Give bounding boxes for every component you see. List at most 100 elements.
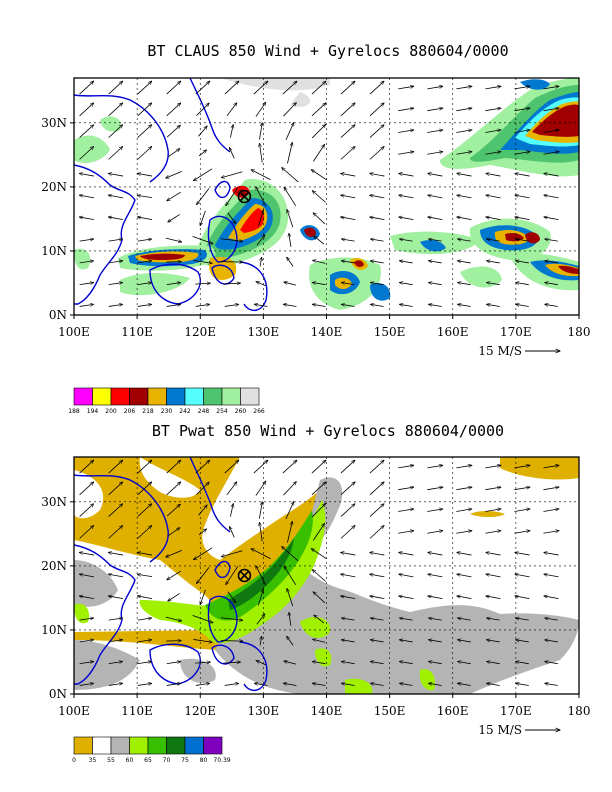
wind-vector <box>287 257 294 267</box>
colorbar-swatch <box>184 736 204 755</box>
wind-vector <box>427 509 443 512</box>
wind-vector <box>282 546 299 562</box>
wind-vector <box>167 528 180 537</box>
wind-vector <box>340 81 355 95</box>
storm-center-cross <box>239 191 250 202</box>
wind-vector <box>200 589 206 605</box>
wind-vector <box>485 487 501 491</box>
colorbar-swatch <box>110 387 130 406</box>
wind-vector <box>79 574 95 578</box>
wind-vector <box>485 465 501 469</box>
x-tick-label: 180 <box>568 325 591 339</box>
wind-vector <box>220 238 243 242</box>
wind-vector <box>341 662 355 665</box>
wind-vector <box>543 108 559 112</box>
y-ticks-1: 0N 10N 20N 30N <box>41 116 74 322</box>
wind-vector <box>137 283 152 286</box>
colorbar-label: 194 <box>87 408 99 415</box>
wind-vector <box>314 615 325 624</box>
x-tick-label: 150E <box>374 704 406 718</box>
wind-vector <box>224 683 239 686</box>
colorbar-label: 70.39 <box>213 757 230 764</box>
wind-vector <box>229 125 233 138</box>
wind-vector <box>486 173 501 177</box>
storm-center-marker <box>237 568 252 583</box>
wind-vector <box>223 662 240 663</box>
wind-vector <box>198 150 207 157</box>
colorbar-swatch <box>129 387 149 406</box>
wind-vector <box>487 662 500 665</box>
wind-vector <box>221 550 243 557</box>
wind-vector <box>514 130 530 133</box>
x-tick-label: 100E <box>58 704 90 718</box>
x-tick-label: 130E <box>248 704 280 718</box>
wind-vector <box>287 636 294 646</box>
colorbar-swatch <box>147 387 167 406</box>
wind-vector <box>287 588 294 607</box>
wind-vector <box>311 482 326 496</box>
wind-vector <box>137 81 152 95</box>
wind-vector <box>340 482 355 496</box>
wind-vector <box>428 552 443 556</box>
colorbar-1: 188 194 200 206 218 230 242 248 254 260 266 <box>68 387 265 415</box>
wind-vector <box>79 552 95 556</box>
wind-vector <box>285 502 294 519</box>
wind-vector <box>427 531 443 534</box>
wind-vector <box>197 188 210 204</box>
wind-vector <box>283 304 297 307</box>
wind-vector <box>543 152 559 155</box>
wind-vector <box>429 640 442 643</box>
wind-vector <box>229 527 235 538</box>
wind-vector <box>167 570 181 580</box>
wind-vector <box>166 125 180 138</box>
wind-vector <box>198 505 207 516</box>
wind-vector <box>516 261 529 264</box>
wind-vector <box>458 683 471 686</box>
wind-vector <box>79 596 95 600</box>
wind-vector <box>108 504 123 517</box>
vector-reference-2: 15 M/S <box>478 723 560 737</box>
wind-vector <box>192 614 213 622</box>
x-tick-label: 120E <box>184 325 216 339</box>
wind-vector <box>514 465 530 469</box>
colorbar-label: 65 <box>144 757 152 764</box>
wind-vector <box>137 125 152 138</box>
wind-vector <box>429 618 442 621</box>
wind-vector <box>79 618 94 621</box>
wind-vector <box>200 210 206 226</box>
wind-vector <box>369 460 384 474</box>
wind-vector <box>253 81 268 95</box>
wind-vector <box>515 217 530 221</box>
wind-vector <box>314 236 325 245</box>
wind-vector <box>108 283 123 286</box>
x-tick-label: 120E <box>184 704 216 718</box>
vector-reference-label: 15 M/S <box>478 723 522 737</box>
wind-vector <box>313 592 326 604</box>
wind-vector <box>167 191 181 201</box>
wind-vector <box>370 640 384 643</box>
wind-vector <box>516 640 529 643</box>
wind-vector <box>166 662 181 665</box>
wind-vector <box>260 522 263 542</box>
wind-vector <box>369 81 384 95</box>
wind-vector <box>285 123 294 140</box>
wind-vector <box>485 531 501 534</box>
wind-vector <box>137 261 152 264</box>
wind-vector <box>514 108 530 112</box>
wind-vector <box>137 482 152 496</box>
wind-vector <box>79 239 94 242</box>
wind-vector <box>108 460 123 474</box>
wind-vector <box>428 217 443 221</box>
wind-vector <box>282 81 297 95</box>
wind-vector <box>515 596 530 600</box>
colorbar-label: 0 <box>72 757 76 764</box>
colorbar-label: 206 <box>124 408 136 415</box>
wind-vector <box>399 304 413 307</box>
wind-vector <box>544 596 559 600</box>
wind-vector <box>485 152 501 155</box>
colorbar-swatch <box>147 736 167 755</box>
wind-vector <box>456 86 472 90</box>
wind-vector <box>311 170 327 181</box>
wind-vector <box>399 683 413 686</box>
wind-vector <box>398 152 414 155</box>
